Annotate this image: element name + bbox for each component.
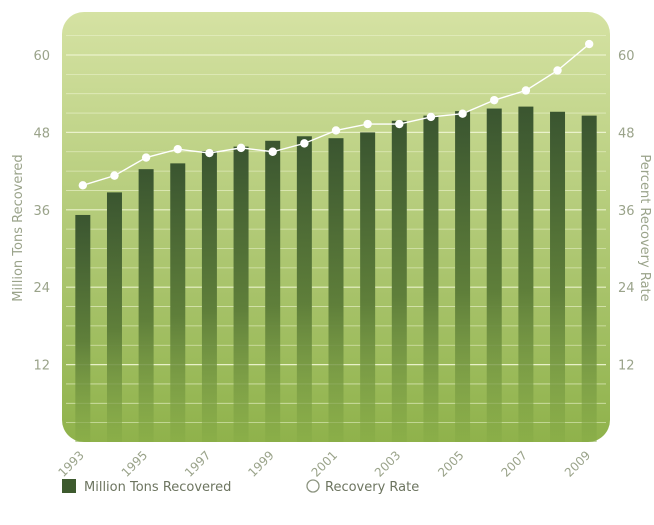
recovery-rate-point-2005	[458, 109, 467, 118]
x-tick-label: 1997	[182, 448, 213, 479]
x-tick-label: 1995	[119, 448, 150, 479]
y-left-tick-label: 60	[33, 49, 50, 64]
y-right-tick-label: 36	[618, 204, 635, 219]
legend-bar-swatch	[62, 479, 76, 493]
bar-2009	[581, 115, 597, 442]
recovery-rate-point-1993	[78, 181, 88, 190]
y-right-tick-label: 24	[618, 281, 635, 296]
legend: Million Tons Recovered Recovery Rate	[62, 479, 419, 495]
recovery-rate-point-2009	[584, 39, 594, 49]
bars	[75, 106, 597, 443]
recovery-rate-point-1998	[236, 143, 246, 153]
bar-2003	[391, 120, 407, 442]
legend-bar-label: Million Tons Recovered	[84, 480, 231, 495]
recovery-rate-point-2000	[300, 139, 309, 148]
bar-1994	[106, 192, 122, 442]
recovery-rate-point-2001	[331, 126, 341, 135]
recovery-rate-point-1994	[110, 171, 119, 180]
bar-2001	[328, 138, 344, 442]
bar-1996	[170, 163, 186, 443]
recovery-rate-point-2003	[395, 119, 404, 129]
bar-1995	[138, 169, 154, 443]
x-tick-label: 1999	[245, 448, 276, 479]
y-right-tick-label: 12	[618, 359, 635, 374]
recovery-rate-point-1995	[141, 153, 151, 162]
x-tick-label: 1993	[55, 448, 86, 479]
recovery-rate-point-1999	[268, 147, 277, 156]
bar-1998	[233, 146, 249, 442]
bar-2007	[518, 106, 534, 442]
recovery-rate-point-2007	[521, 86, 531, 95]
y-right-tick-label: 60	[618, 49, 635, 64]
bar-1999	[265, 140, 281, 442]
recovery-rate-point-2008	[553, 66, 562, 75]
x-tick-label: 2003	[372, 448, 403, 479]
bar-2005	[455, 111, 471, 443]
legend-line-marker	[306, 479, 320, 493]
legend-line-label: Recovery Rate	[325, 480, 419, 495]
bar-2008	[550, 111, 566, 442]
y-left-tick-label: 36	[33, 204, 50, 219]
recovery-rate-point-1996	[173, 144, 182, 154]
bar-1997	[201, 151, 217, 443]
y-left-tick-label: 24	[33, 281, 50, 296]
bar-2000	[296, 136, 312, 442]
x-tick-label: 2005	[435, 448, 466, 479]
y-left-tick-label: 48	[33, 126, 50, 141]
bar-2006	[486, 108, 502, 442]
recovery-rate-point-2002	[363, 119, 372, 129]
recovery-rate-point-1997	[205, 148, 214, 158]
x-tick-label: 2001	[309, 448, 340, 479]
recovery-rate-point-2006	[490, 95, 499, 105]
y-axis-left-title: Million Tons Recovered	[11, 154, 26, 301]
y-right-tick-label: 48	[618, 126, 635, 141]
x-tick-label: 2009	[562, 448, 593, 479]
recovery-rate-line	[78, 39, 594, 190]
recovery-rate-point-2004	[426, 112, 436, 122]
y-left-tick-label: 12	[33, 359, 50, 374]
bar-1993	[75, 214, 91, 442]
y-axis-right-title: Percent Recovery Rate	[637, 154, 652, 301]
bar-2002	[360, 132, 376, 442]
bar-2004	[423, 115, 439, 442]
x-tick-label: 2007	[499, 448, 530, 479]
